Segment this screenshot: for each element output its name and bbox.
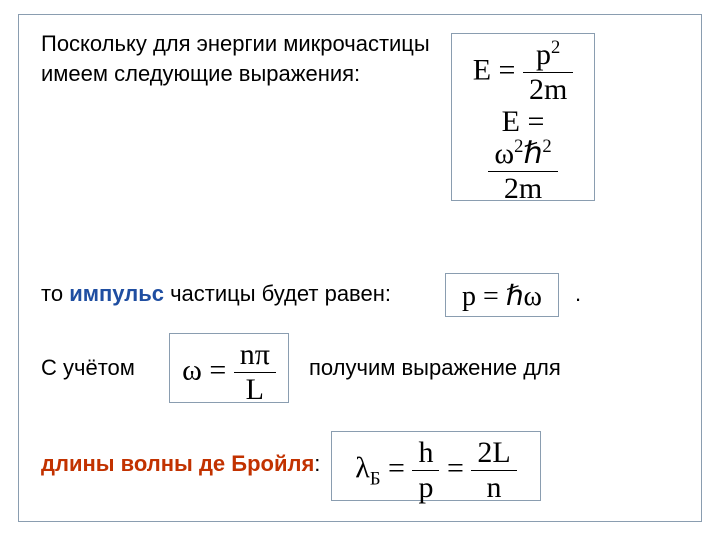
lambda-frac2: 2L n (471, 438, 516, 503)
content-panel: Поскольку для энергии микрочастицы имеем… (18, 14, 702, 522)
energy2-num-b-sup: 2 (542, 136, 551, 157)
intro-line1: Поскольку для энергии микрочастицы (41, 31, 430, 56)
energy1-lhs: E (473, 53, 491, 86)
lambda-den2: n (471, 471, 516, 503)
omega-eq: = (202, 353, 234, 386)
lambda-formula-box: λБ = h p = 2L n (331, 431, 541, 501)
energy2-num-a: ω (494, 137, 514, 170)
omega-num: nπ (234, 340, 276, 373)
energy2-den: 2m (488, 172, 557, 204)
impulse-post: частицы будет равен: (164, 281, 391, 306)
energy-formula-box: E = p2 2m E = ω2ℏ2 2m (451, 33, 595, 201)
lambda-den1: p (412, 471, 439, 503)
omega-lhs: ω (182, 353, 202, 386)
omega-den: L (234, 373, 276, 405)
intro-line2: имеем следующие выражения: (41, 61, 360, 86)
momentum-rhs-b: ω (524, 281, 542, 312)
energy2-num-a-sup: 2 (514, 136, 523, 157)
impulse-word: импульс (69, 281, 164, 306)
energy1-num: p (536, 38, 551, 71)
momentum-rhs-a: ℏ (506, 281, 524, 312)
momentum-eq: = (476, 281, 506, 312)
impulse-pre: то (41, 281, 69, 306)
lambda-lhs: λ (355, 451, 370, 484)
lambda-frac1: h p (412, 438, 439, 503)
momentum-lhs: p (462, 281, 476, 312)
omega-formula-box: ω = nπ L (169, 333, 289, 403)
energy-formula-2: E = ω2ℏ2 2m (464, 105, 582, 204)
lambda-eq2: = (439, 451, 471, 484)
debroglie-label: длины волны де Бройля (41, 451, 314, 476)
momentum-formula-box: p = ℏω (445, 273, 559, 317)
lambda-num1: h (412, 438, 439, 471)
lambda-num2: 2L (471, 438, 516, 471)
energy-formula-1: E = p2 2m (464, 40, 582, 105)
consider-post: получим выражение для (309, 355, 561, 381)
energy2-lhs: E (502, 105, 520, 138)
energy1-num-sup: 2 (551, 37, 560, 58)
lambda-eq1: = (381, 451, 413, 484)
energy1-eq: = (491, 53, 523, 86)
omega-frac: nπ L (234, 340, 276, 405)
impulse-period: . (575, 281, 581, 307)
lambda-lhs-sub: Б (370, 468, 381, 489)
debroglie-colon: : (314, 451, 320, 476)
energy2-frac: ω2ℏ2 2m (488, 139, 557, 204)
energy1-den: 2m (523, 73, 573, 105)
impulse-line: то импульс частицы будет равен: (41, 281, 391, 307)
debroglie-label-line: длины волны де Бройля: (41, 451, 320, 477)
energy2-eq: = (520, 105, 544, 138)
energy1-frac: p2 2m (523, 40, 573, 105)
intro-text: Поскольку для энергии микрочастицы имеем… (41, 29, 430, 88)
energy2-num-b: ℏ (523, 137, 542, 170)
consider-pre: С учётом (41, 355, 135, 381)
